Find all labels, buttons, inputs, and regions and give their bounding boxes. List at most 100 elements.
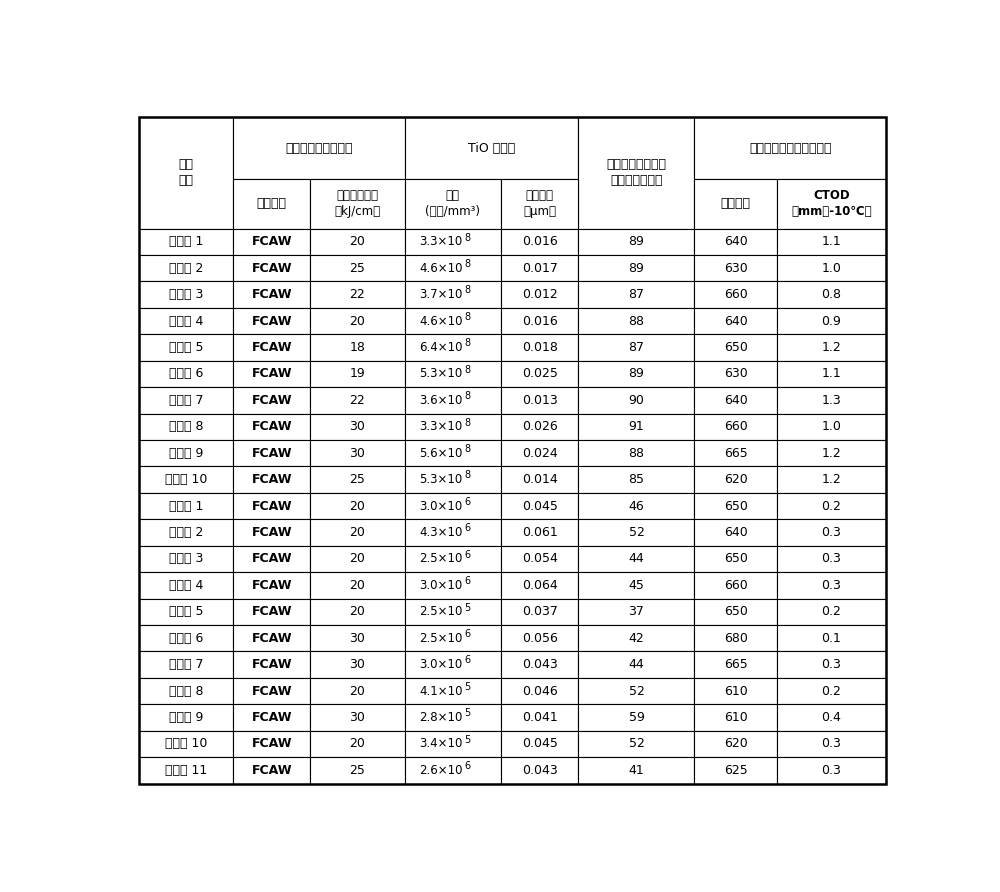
Text: 对比钔 1: 对比钔 1 [169,500,203,513]
Bar [310,493,405,519]
Bar [405,255,501,282]
Text: 8: 8 [464,233,470,243]
Text: 89: 89 [629,235,644,248]
Text: FCAW: FCAW [251,526,292,539]
Text: 8: 8 [464,312,470,322]
Text: 抗张强度: 抗张强度 [721,197,751,211]
Text: 2.5×10: 2.5×10 [420,606,463,618]
Bar [501,387,578,414]
Text: 8: 8 [464,338,470,348]
Text: 8: 8 [464,285,470,295]
Text: 0.3: 0.3 [821,738,841,750]
Bar [405,282,501,308]
Text: 5: 5 [464,708,470,718]
Bar [139,387,233,414]
Bar [777,360,886,387]
Bar [578,678,694,705]
Text: 52: 52 [629,526,644,539]
Text: FCAW: FCAW [251,341,292,354]
Bar [310,599,405,625]
Bar [139,678,233,705]
Text: 焊接热量输入
（kJ/cm）: 焊接热量输入 （kJ/cm） [334,189,381,219]
Bar [694,651,777,678]
Text: 3.7×10: 3.7×10 [420,288,463,301]
Bar [694,546,777,572]
Text: 640: 640 [724,315,747,327]
Text: 0.041: 0.041 [522,711,558,724]
Text: 44: 44 [629,552,644,566]
Bar [501,757,578,783]
Bar [578,519,694,546]
Text: 41: 41 [629,764,644,777]
Text: 数量
(数量/mm³): 数量 (数量/mm³) [425,189,480,219]
Text: 30: 30 [350,420,365,434]
Text: 发明钔 5: 发明钔 5 [169,341,203,354]
Bar [405,705,501,731]
Text: 45: 45 [629,579,644,592]
Bar [310,651,405,678]
Text: 3.0×10: 3.0×10 [420,579,463,592]
Bar [233,519,310,546]
Text: FCAW: FCAW [251,711,292,724]
Bar [578,705,694,731]
Bar [233,493,310,519]
Text: FCAW: FCAW [251,420,292,434]
Bar [694,599,777,625]
Bar [694,625,777,651]
Bar [501,599,578,625]
Bar [777,334,886,360]
Bar [310,572,405,599]
Text: 6.4×10: 6.4×10 [419,341,463,354]
Text: 650: 650 [724,341,748,354]
Bar [777,757,886,783]
Bar [777,493,886,519]
Bar [405,414,501,440]
Text: 对比钔 2: 对比钔 2 [169,526,203,539]
Bar [405,651,501,678]
Bar [139,625,233,651]
Bar [139,414,233,440]
Bar [777,731,886,757]
Bar [405,308,501,334]
Text: FCAW: FCAW [251,606,292,618]
Bar [578,440,694,467]
Bar [233,678,310,705]
Bar [405,360,501,387]
Text: 20: 20 [350,738,365,750]
Bar [139,572,233,599]
Bar [501,467,578,493]
Text: 5.3×10: 5.3×10 [420,368,463,381]
Bar [139,440,233,467]
Text: 20: 20 [350,606,365,618]
Bar [777,651,886,678]
Text: 8: 8 [464,470,470,481]
Text: FCAW: FCAW [251,632,292,645]
Text: 52: 52 [629,684,644,698]
Bar [578,228,694,255]
Bar [233,440,310,467]
Bar [310,179,405,228]
Bar [578,651,694,678]
Bar [578,334,694,360]
Text: 对比钔 11: 对比钔 11 [165,764,207,777]
Text: 0.3: 0.3 [821,552,841,566]
Text: 发明钔 1: 发明钔 1 [169,235,203,248]
Text: 0.9: 0.9 [821,315,841,327]
Text: 87: 87 [628,341,644,354]
Bar [405,519,501,546]
Bar [405,440,501,467]
Text: 0.4: 0.4 [821,711,841,724]
Text: 620: 620 [724,473,747,486]
Text: 8: 8 [464,259,470,269]
Text: 0.045: 0.045 [522,500,558,513]
Text: 89: 89 [629,261,644,275]
Bar [694,282,777,308]
Bar [501,360,578,387]
Bar [777,625,886,651]
Text: FCAW: FCAW [251,764,292,777]
Bar [405,467,501,493]
Text: 发明钔 3: 发明钔 3 [169,288,203,301]
Text: 发明钔 10: 发明钔 10 [165,473,207,486]
Text: 0.037: 0.037 [522,606,558,618]
Text: 610: 610 [724,684,747,698]
